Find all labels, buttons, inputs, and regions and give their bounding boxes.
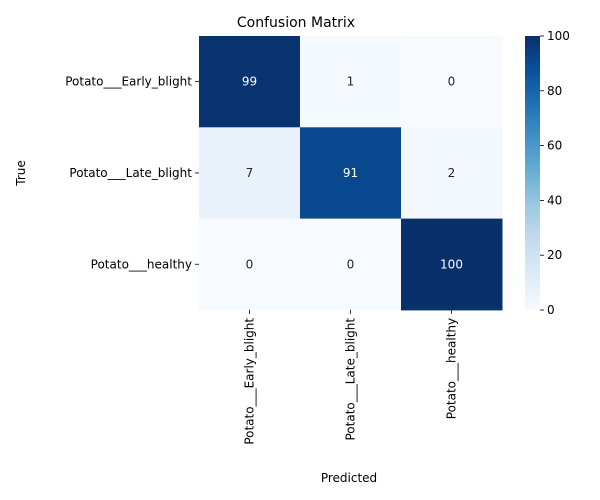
x-tick-label: Potato___Late_blight [344, 318, 358, 441]
cell-value-label: 0 [347, 257, 355, 271]
cell-value-label: 91 [343, 166, 358, 180]
x-tick-label: Potato___Early_blight [243, 318, 257, 445]
cell-value-label: 2 [448, 166, 456, 180]
x-axis-ticks: Potato___Early_blight Potato___Late_bligh… [243, 309, 459, 445]
x-tick-label: Potato___healthy [445, 318, 459, 419]
heatmap-cell [401, 218, 503, 311]
y-tick-label: Potato___Early_blight [65, 75, 192, 89]
heatmap-cell [300, 36, 402, 128]
colorbar-tick-label: 80 [547, 84, 562, 98]
cell-value-label: 100 [440, 257, 463, 271]
heatmap-cells: 99 1 0 7 91 2 0 0 100 [199, 36, 503, 311]
heatmap-cell [199, 127, 301, 220]
heatmap-cell [300, 218, 402, 311]
cell-value-label: 99 [242, 75, 257, 89]
colorbar-tick-label: 40 [547, 193, 562, 207]
heatmap-cell [401, 36, 503, 128]
colorbar-tick-label: 20 [547, 248, 562, 262]
cell-value-label: 0 [246, 257, 254, 271]
colorbar-tick-label: 100 [547, 29, 570, 43]
colorbar-tick-label: 0 [547, 303, 555, 317]
cell-value-label: 0 [448, 75, 456, 89]
x-axis-label: Predicted [321, 471, 377, 485]
y-axis-label: True [14, 160, 28, 187]
heatmap-cell [300, 127, 402, 220]
colorbar-ticks: 0 20 40 60 80 100 [540, 29, 570, 317]
cell-value-label: 7 [246, 166, 254, 180]
y-axis-ticks: Potato___Early_blight Potato___Late_bligh… [65, 75, 199, 271]
heatmap-cell [199, 36, 301, 128]
y-tick-label: Potato___healthy [91, 257, 192, 271]
y-tick-label: Potato___Late_blight [69, 166, 192, 180]
cell-value-label: 1 [347, 75, 355, 89]
heatmap-cell [199, 218, 301, 311]
colorbar-tick-label: 60 [547, 139, 562, 153]
heatmap-cell [401, 127, 503, 220]
colorbar [525, 36, 540, 310]
chart-title: Confusion Matrix [237, 15, 355, 31]
